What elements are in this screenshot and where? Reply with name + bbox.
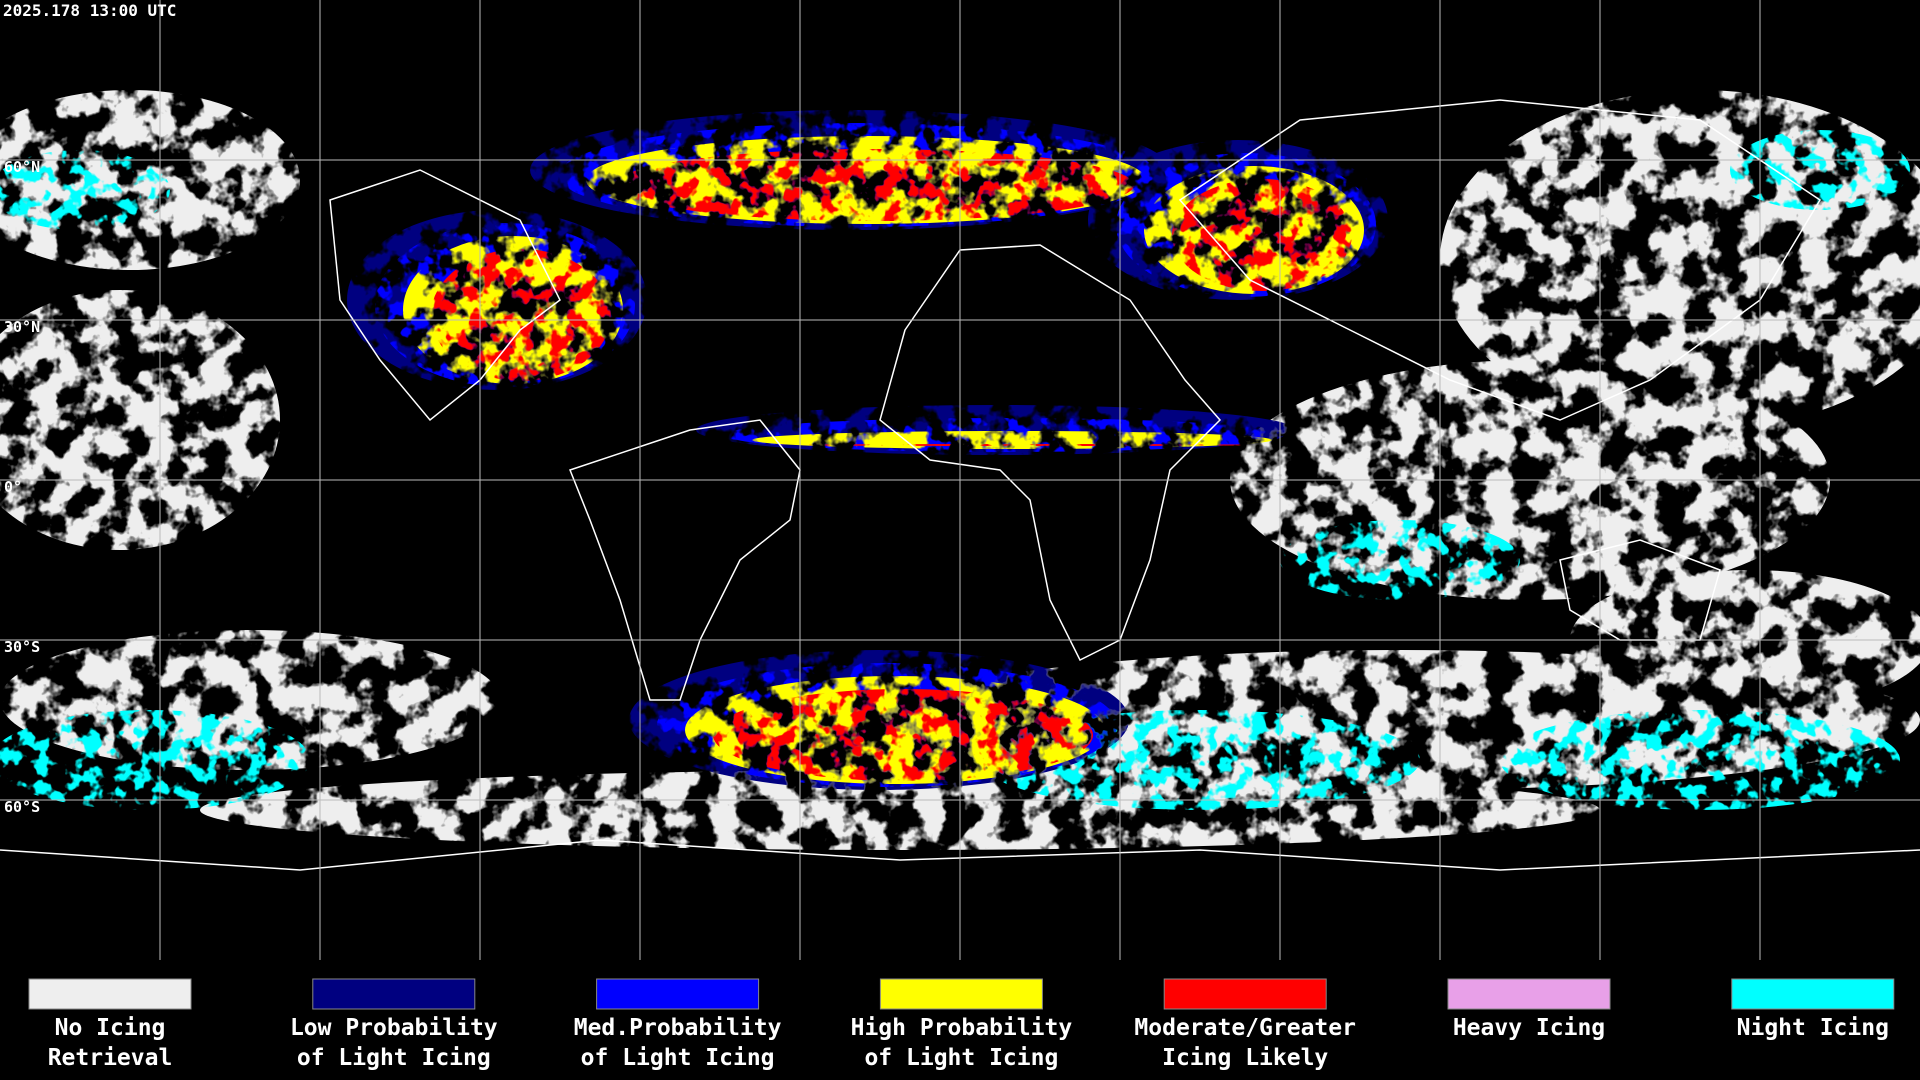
legend-swatch <box>879 978 1043 1010</box>
legend-swatch <box>1447 978 1611 1010</box>
icing-blob <box>431 249 611 381</box>
legend-label: Retrieval <box>48 1045 173 1071</box>
legend-swatch <box>596 978 760 1010</box>
legend-label: of Light Icing <box>864 1045 1058 1071</box>
icing-blob <box>1172 179 1352 291</box>
coastline-asia <box>1178 99 1822 421</box>
coastline-north-america <box>329 169 561 422</box>
legend-label: Low Probability <box>290 1015 498 1041</box>
coastline-africa <box>879 244 1222 662</box>
latitude-labels: 60°N 30°N 0° 30°S 60°S <box>4 158 40 816</box>
legend-label: Night Icing <box>1737 1015 1889 1041</box>
icing-blob <box>614 149 1134 221</box>
moderate-icing-area <box>431 149 1352 781</box>
timestamp: 2025.178 13:00 UTC <box>3 1 176 20</box>
legend-swatch <box>1163 978 1327 1010</box>
night-blob <box>1730 130 1910 210</box>
legend-label: Med.Probability <box>574 1015 782 1041</box>
legend-label: Icing Likely <box>1162 1045 1328 1071</box>
legend-swatch <box>28 978 192 1010</box>
icing-blob <box>713 689 1093 781</box>
cloud-field <box>0 90 1920 850</box>
night-blob <box>0 150 170 230</box>
legend-swatch <box>1731 978 1895 1010</box>
legend-label: Heavy Icing <box>1453 1015 1605 1041</box>
latitude-label: 60°S <box>4 798 40 816</box>
coastline-south-america <box>569 419 801 701</box>
night-blob <box>0 710 310 810</box>
latitude-label: 0° <box>4 478 22 496</box>
cloud-blob <box>0 290 280 550</box>
legend-label: of Light Icing <box>581 1045 775 1071</box>
night-blob <box>1280 520 1520 600</box>
latitude-label: 60°N <box>4 158 40 176</box>
legend: No Icing Retrieval Low Probability of Light… <box>0 960 1920 1080</box>
icing-blob <box>780 444 1260 446</box>
night-blob <box>1500 710 1900 810</box>
legend-label: High Probability <box>851 1015 1073 1041</box>
coastline-antarctica <box>0 839 1920 871</box>
legend-label: of Light Icing <box>297 1045 491 1071</box>
legend-swatch <box>312 978 476 1010</box>
latitude-label: 30°N <box>4 318 40 336</box>
legend-label: No Icing <box>55 1015 166 1041</box>
latitude-label: 30°S <box>4 638 40 656</box>
graticule <box>0 0 1920 960</box>
legend-label: Moderate/Greater <box>1134 1015 1356 1041</box>
